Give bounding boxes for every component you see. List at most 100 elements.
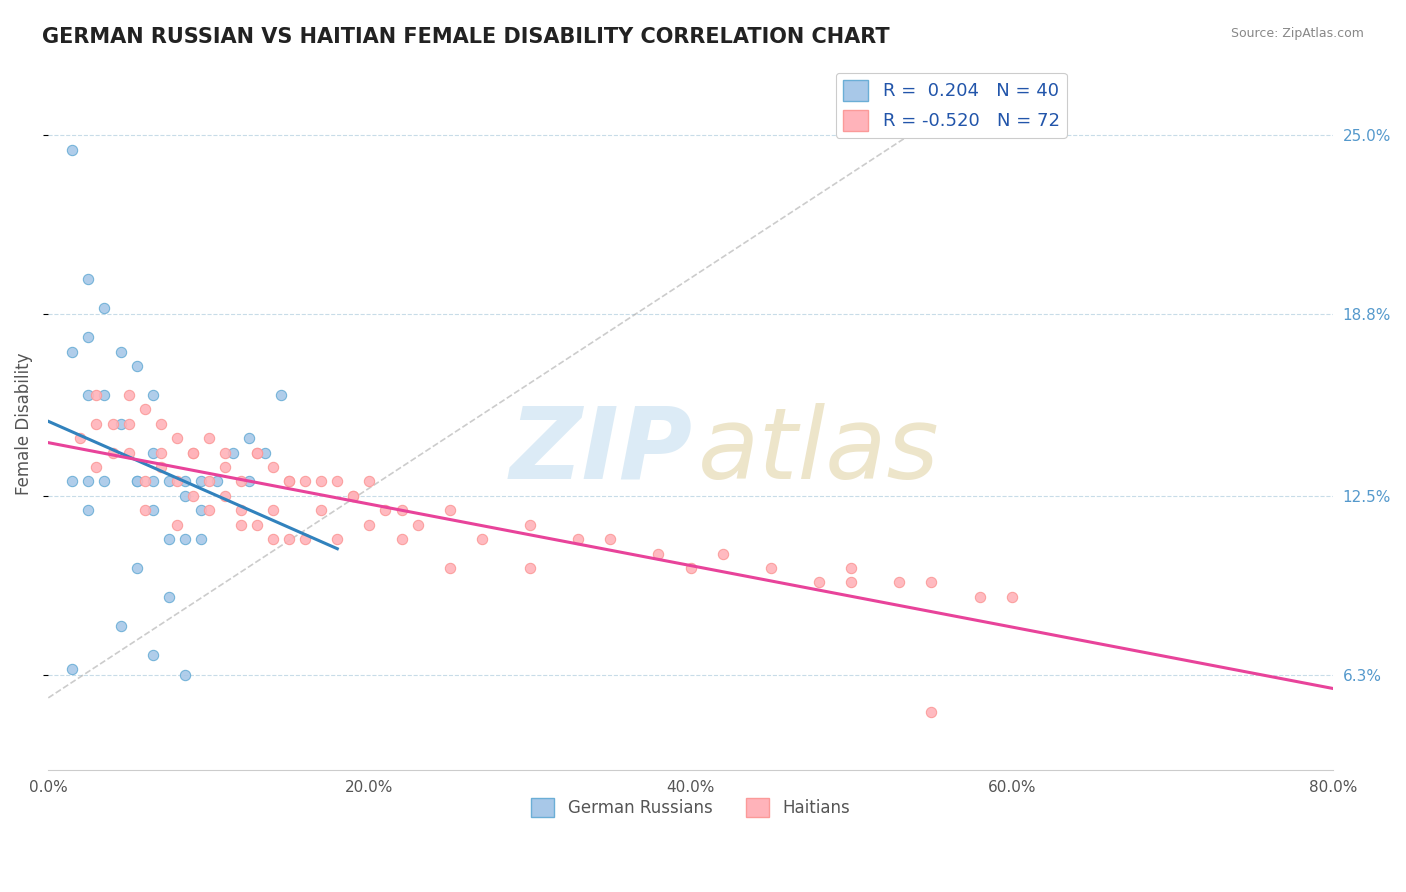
Point <box>157 532 180 546</box>
Point <box>342 489 364 503</box>
Point <box>519 517 541 532</box>
Point <box>214 489 236 503</box>
Point <box>77 272 100 286</box>
Point <box>157 590 180 604</box>
Point <box>125 475 148 489</box>
Point <box>519 561 541 575</box>
Point <box>359 517 381 532</box>
Point <box>406 517 429 532</box>
Point <box>246 445 269 459</box>
Point <box>134 402 156 417</box>
Point <box>142 475 165 489</box>
Point <box>173 489 195 503</box>
Point <box>711 547 734 561</box>
Point <box>920 706 942 720</box>
Point <box>69 431 91 445</box>
Text: ZIP: ZIP <box>509 403 692 500</box>
Point <box>342 489 364 503</box>
Point <box>142 445 165 459</box>
Point <box>439 503 461 517</box>
Point <box>181 445 204 459</box>
Point <box>101 445 124 459</box>
Point <box>839 575 862 590</box>
Point <box>439 561 461 575</box>
Point <box>374 503 396 517</box>
Point <box>149 417 172 431</box>
Point <box>246 517 269 532</box>
Point <box>190 503 212 517</box>
Point <box>181 489 204 503</box>
Point <box>93 301 115 316</box>
Point <box>117 417 139 431</box>
Point <box>294 532 316 546</box>
Point <box>190 475 212 489</box>
Text: atlas: atlas <box>699 403 939 500</box>
Point <box>110 618 132 632</box>
Point <box>309 475 332 489</box>
Point <box>60 662 83 676</box>
Point <box>157 475 180 489</box>
Point <box>117 388 139 402</box>
Point <box>229 503 252 517</box>
Point <box>198 431 221 445</box>
Point <box>86 460 108 475</box>
Point <box>309 503 332 517</box>
Point <box>166 475 188 489</box>
Point <box>679 561 702 575</box>
Point <box>110 417 132 431</box>
Point <box>326 532 349 546</box>
Point <box>278 475 301 489</box>
Point <box>110 344 132 359</box>
Point <box>214 460 236 475</box>
Point <box>262 532 284 546</box>
Point <box>149 460 172 475</box>
Text: Source: ZipAtlas.com: Source: ZipAtlas.com <box>1230 27 1364 40</box>
Point <box>278 475 301 489</box>
Point <box>214 445 236 459</box>
Point <box>198 475 221 489</box>
Point <box>808 575 831 590</box>
Point <box>125 475 148 489</box>
Point <box>166 517 188 532</box>
Point <box>93 388 115 402</box>
Y-axis label: Female Disability: Female Disability <box>15 352 32 495</box>
Legend: German Russians, Haitians: German Russians, Haitians <box>524 791 856 824</box>
Point <box>889 575 911 590</box>
Point <box>60 143 83 157</box>
Point <box>969 590 991 604</box>
Point <box>471 532 494 546</box>
Point <box>262 503 284 517</box>
Point <box>229 517 252 532</box>
Point <box>86 417 108 431</box>
Point <box>142 648 165 662</box>
Point <box>294 475 316 489</box>
Point <box>391 532 413 546</box>
Point <box>142 388 165 402</box>
Point <box>149 445 172 459</box>
Point <box>920 575 942 590</box>
Point <box>278 532 301 546</box>
Point <box>205 475 228 489</box>
Point <box>93 475 115 489</box>
Point <box>839 561 862 575</box>
Point <box>181 445 204 459</box>
Point <box>359 475 381 489</box>
Point <box>142 503 165 517</box>
Point <box>246 445 269 459</box>
Point <box>125 561 148 575</box>
Point <box>77 503 100 517</box>
Point <box>117 445 139 459</box>
Point <box>599 532 621 546</box>
Point <box>190 532 212 546</box>
Point <box>759 561 782 575</box>
Point <box>326 475 349 489</box>
Point <box>77 330 100 344</box>
Point <box>77 475 100 489</box>
Point <box>647 547 669 561</box>
Point <box>238 475 260 489</box>
Point <box>125 359 148 373</box>
Point <box>222 445 245 459</box>
Point <box>238 431 260 445</box>
Point <box>567 532 589 546</box>
Point <box>60 344 83 359</box>
